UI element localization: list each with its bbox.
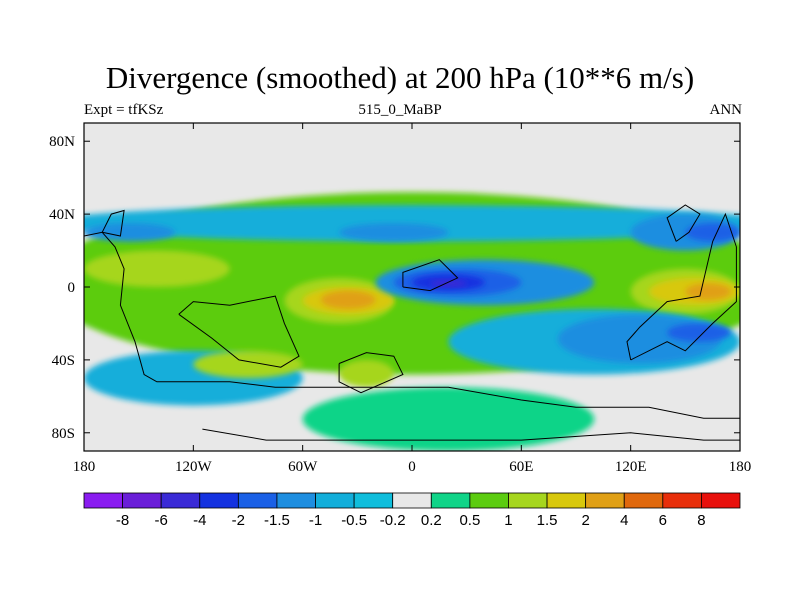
field-band-19	[667, 323, 731, 342]
colorbar-swatch-7	[353, 492, 394, 509]
field-band-9	[320, 290, 376, 309]
period-label: 515_0_MaBP	[358, 102, 442, 118]
x-tick-label: 120W	[175, 459, 213, 475]
coastline-7	[202, 428, 740, 441]
colorbar-label: 1	[504, 512, 512, 529]
colorbar-swatch-8	[392, 492, 432, 509]
coastline-layer	[84, 204, 740, 441]
field-band-2	[84, 223, 176, 242]
colorbar-swatch-14	[623, 492, 664, 509]
colorbar-swatch-11	[508, 492, 548, 509]
x-tick-label: 60W	[288, 459, 318, 475]
colorbar-label: -4	[193, 512, 206, 529]
coastline-0	[84, 231, 740, 419]
colorbar-swatch-6	[315, 492, 355, 509]
colorbar-label: -0.2	[380, 512, 406, 529]
colorbar-swatch-10	[469, 492, 509, 509]
field-band-13	[430, 279, 467, 287]
field-band-3	[339, 223, 449, 242]
x-axis: 180 120W 60W 0 60E 120E 180	[73, 123, 752, 475]
coastline-1	[178, 295, 300, 368]
field-band-22	[339, 359, 394, 388]
colorbar-label: -8	[116, 512, 129, 529]
y-tick-label: 40N	[49, 207, 75, 223]
colorbar-swatch-15	[662, 492, 702, 509]
colorbar-label: 8	[697, 512, 705, 529]
x-tick-label: 60E	[509, 459, 533, 475]
y-tick-label: 0	[68, 280, 76, 296]
colorbar-swatch-13	[585, 492, 625, 509]
colorbar-label: -1	[309, 512, 322, 529]
x-tick-label: 0	[408, 459, 416, 475]
field-band-23	[302, 387, 595, 451]
colorbar-swatch-16	[701, 492, 741, 509]
y-tick-label: 80N	[49, 134, 75, 150]
colorbar-label: 0.2	[421, 512, 442, 529]
colorbar-swatch-5	[276, 492, 316, 509]
coastline-5	[666, 204, 701, 242]
colorbar-label: 2	[581, 512, 589, 529]
colorbar-label: 0.5	[459, 512, 480, 529]
colorbar: -8 -6 -4 -2 -1.5 -1 -0.5 -0.2 0.2 0.5 1 1.5 2 4 6 8	[83, 492, 741, 529]
experiment-label: Expt = tfKSz	[84, 102, 164, 118]
chart-title: Divergence (smoothed) at 200 hPa (10**6 …	[105, 60, 695, 95]
colorbar-swatch-9	[430, 492, 471, 509]
colorbar-label: -6	[155, 512, 168, 529]
y-tick-label: 80S	[52, 426, 75, 442]
field-band-1	[84, 205, 740, 242]
coastline-4	[626, 212, 737, 361]
colorbar-label: 1.5	[537, 512, 558, 529]
y-tick-label: 40S	[52, 353, 75, 369]
field-band-16	[685, 283, 731, 300]
colorbar-swatch-3	[199, 492, 239, 509]
colorbar-swatch-2	[160, 492, 201, 509]
x-tick-label: 180	[729, 459, 752, 475]
x-tick-label: 120E	[615, 459, 647, 475]
colorbar-swatch-1	[122, 492, 162, 509]
field-layer	[84, 192, 740, 451]
field-band-21	[193, 350, 303, 379]
colorbar-swatch-4	[237, 492, 278, 509]
season-label: ANN	[709, 102, 743, 118]
y-axis: 80N 40N 0 40S 80S	[49, 134, 740, 442]
field-band-6	[84, 250, 230, 287]
colorbar-label: -2	[232, 512, 245, 529]
coastline-2	[338, 352, 404, 394]
coastline-6	[101, 209, 125, 237]
colorbar-swatch-12	[546, 492, 587, 509]
field-band-5	[685, 223, 740, 242]
colorbar-label: -1.5	[264, 512, 290, 529]
colorbar-label: 4	[620, 512, 628, 529]
colorbar-label: -0.5	[341, 512, 367, 529]
colorbar-label: 6	[659, 512, 667, 529]
coastline-3	[402, 259, 459, 292]
x-tick-label: 180	[73, 459, 96, 475]
colorbar-swatch-0	[83, 492, 123, 509]
